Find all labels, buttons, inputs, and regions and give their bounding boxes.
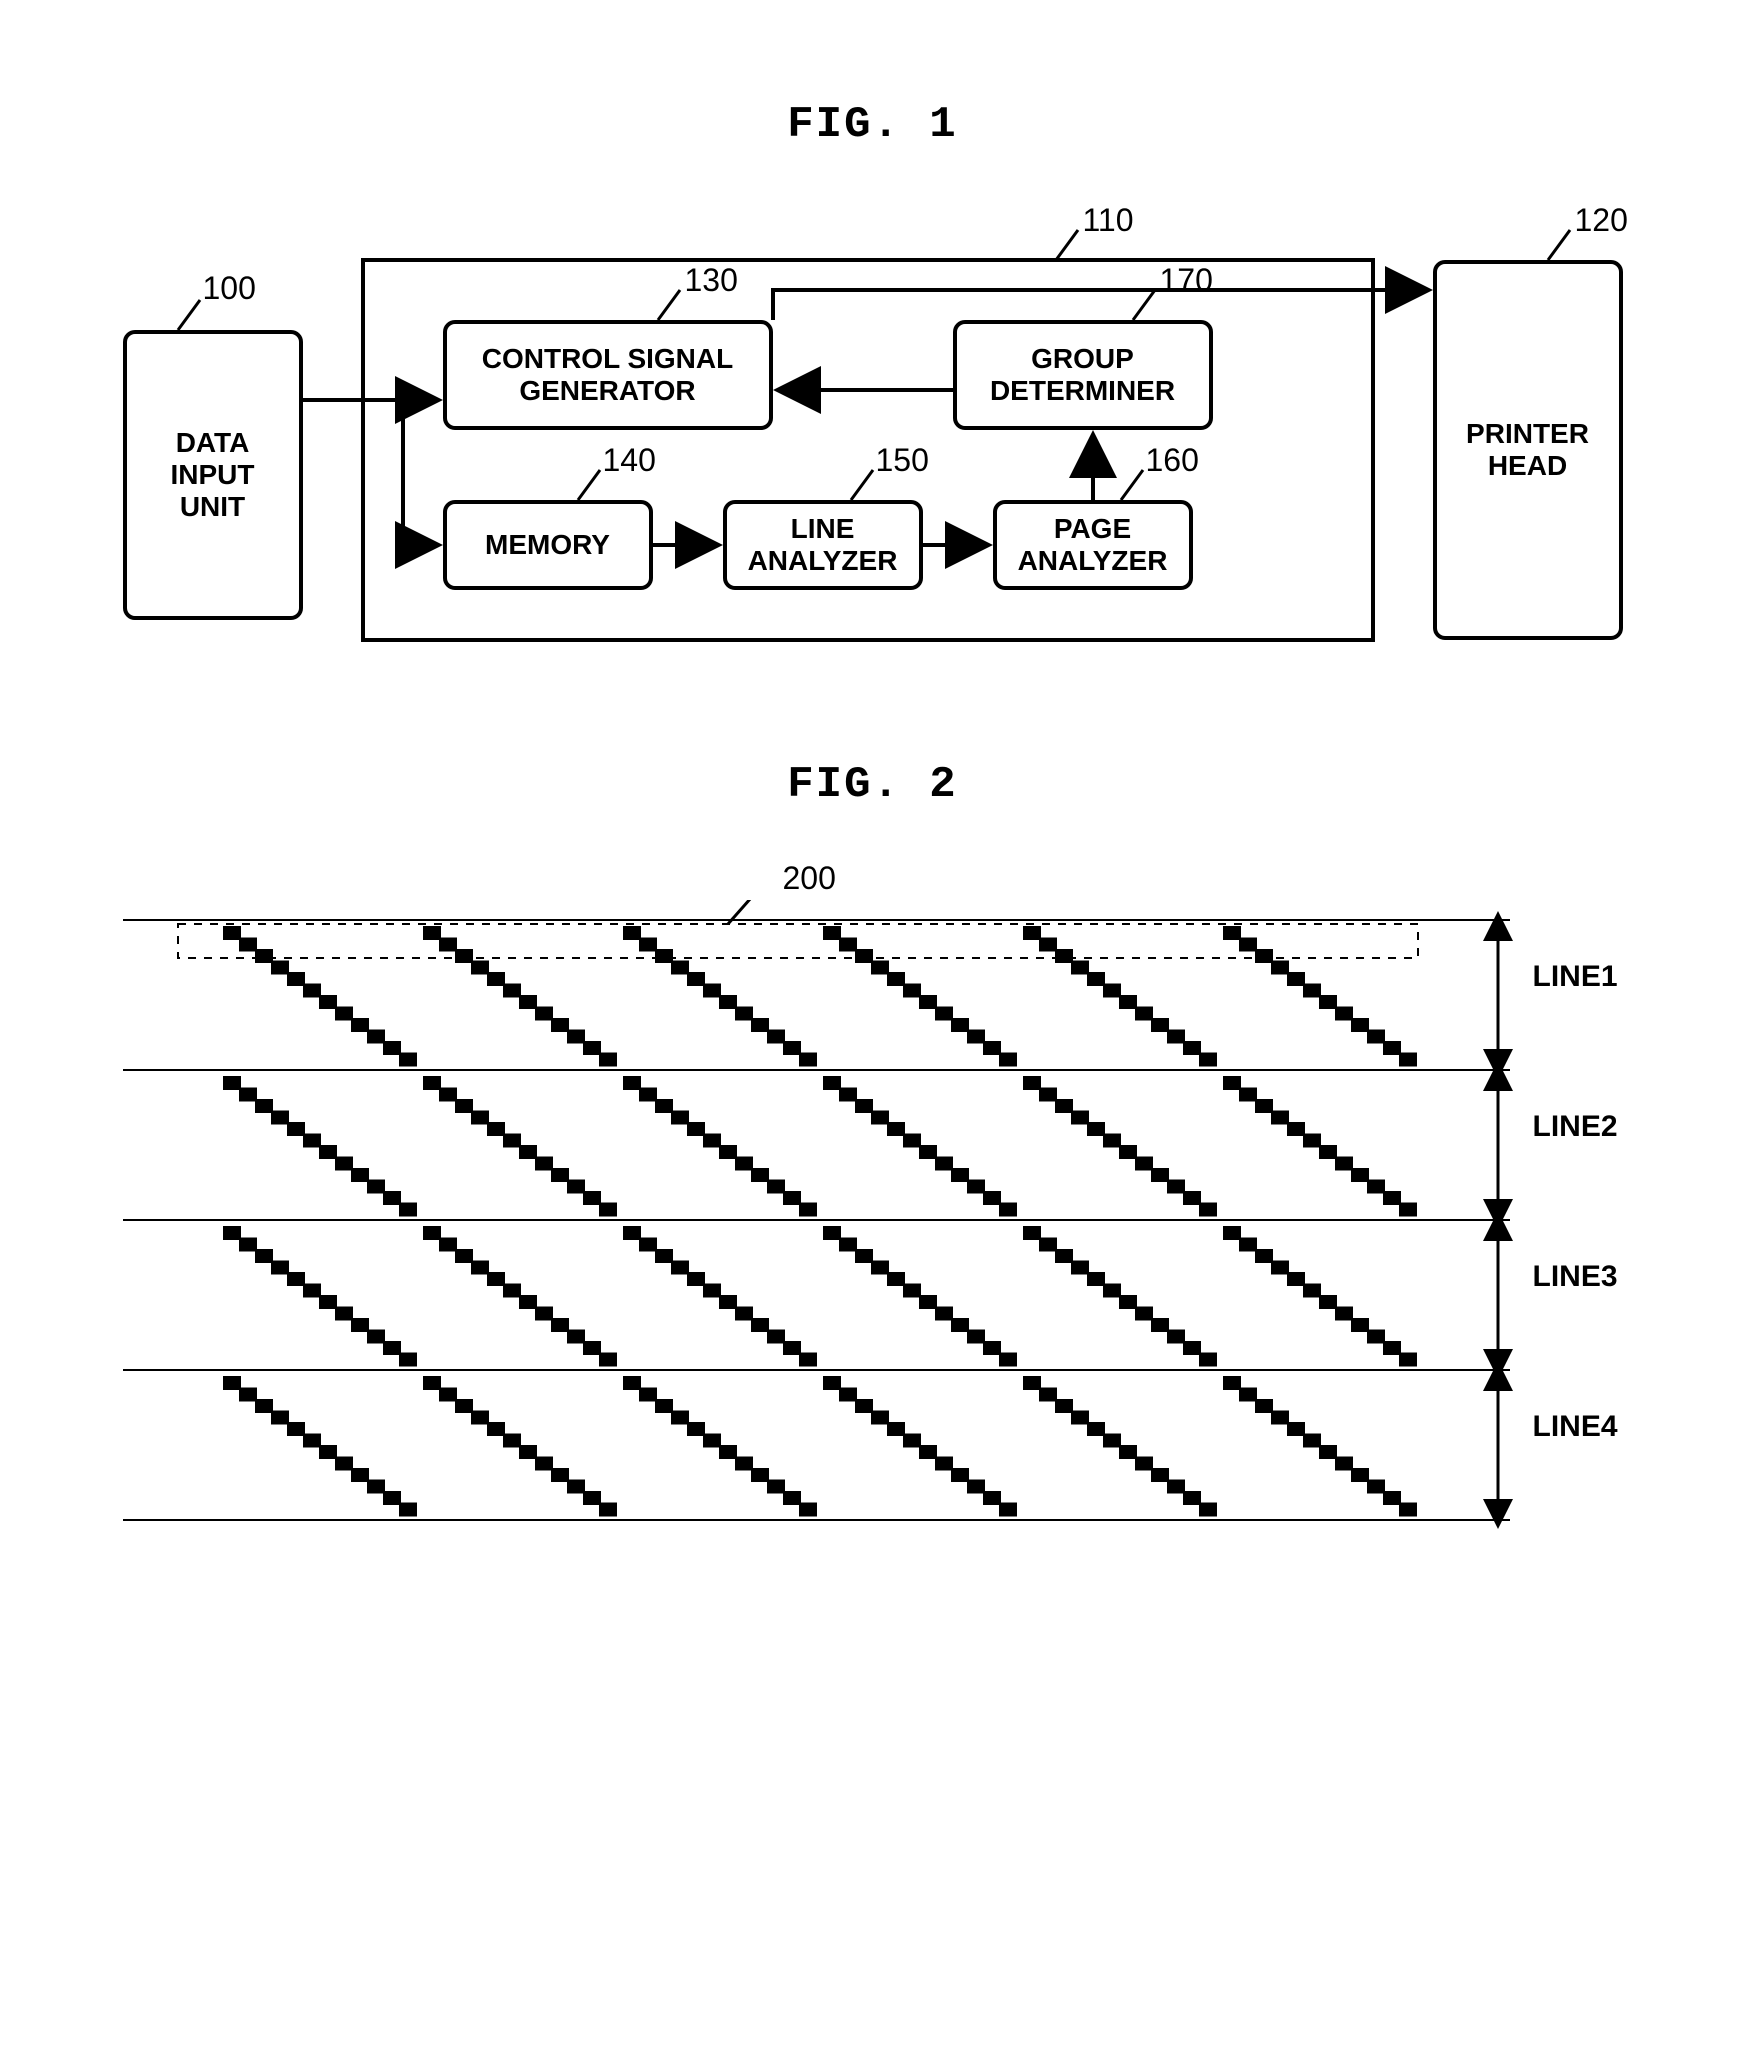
line-analyzer-label: LINE ANALYZER [748,513,898,577]
fig1-svg [103,200,1643,680]
page-analyzer: PAGE ANALYZER [993,500,1193,590]
fig2-title: FIG. 2 [100,760,1645,810]
memory-label: MEMORY [485,529,610,561]
fig2-diagram: 200 LINE1 LINE2 LINE3 LINE4 [103,860,1643,1560]
printer-head: PRINTER HEAD [1433,260,1623,640]
ref-200: 200 [783,860,836,897]
line1-label: LINE1 [1533,960,1618,994]
line-analyzer: LINE ANALYZER [723,500,923,590]
fig1-title: FIG. 1 [100,100,1645,150]
page-analyzer-label: PAGE ANALYZER [1018,513,1168,577]
line3-label: LINE3 [1533,1260,1618,1294]
fig2-svg [103,900,1643,1600]
ref-170: 170 [1160,262,1213,299]
memory: MEMORY [443,500,653,590]
line4-label: LINE4 [1533,1410,1618,1444]
control-signal-generator: CONTROL SIGNAL GENERATOR [443,320,773,430]
group-determiner: GROUP DETERMINER [953,320,1213,430]
gd-label: GROUP DETERMINER [990,343,1175,407]
line2-label: LINE2 [1533,1110,1618,1144]
ref-130: 130 [685,262,738,299]
printer-head-label: PRINTER HEAD [1466,418,1589,482]
ref-140: 140 [603,442,656,479]
csg-label: CONTROL SIGNAL GENERATOR [482,343,733,407]
ref-160: 160 [1146,442,1199,479]
ref-150: 150 [876,442,929,479]
fig1-diagram: DATA INPUT UNIT PRINTER HEAD CONTROL SIG… [103,200,1643,680]
ref-120: 120 [1575,202,1628,239]
ref-100: 100 [203,270,256,307]
data-input-label: DATA INPUT UNIT [171,427,255,524]
ref-110: 110 [1083,202,1134,239]
data-input-unit: DATA INPUT UNIT [123,330,303,620]
